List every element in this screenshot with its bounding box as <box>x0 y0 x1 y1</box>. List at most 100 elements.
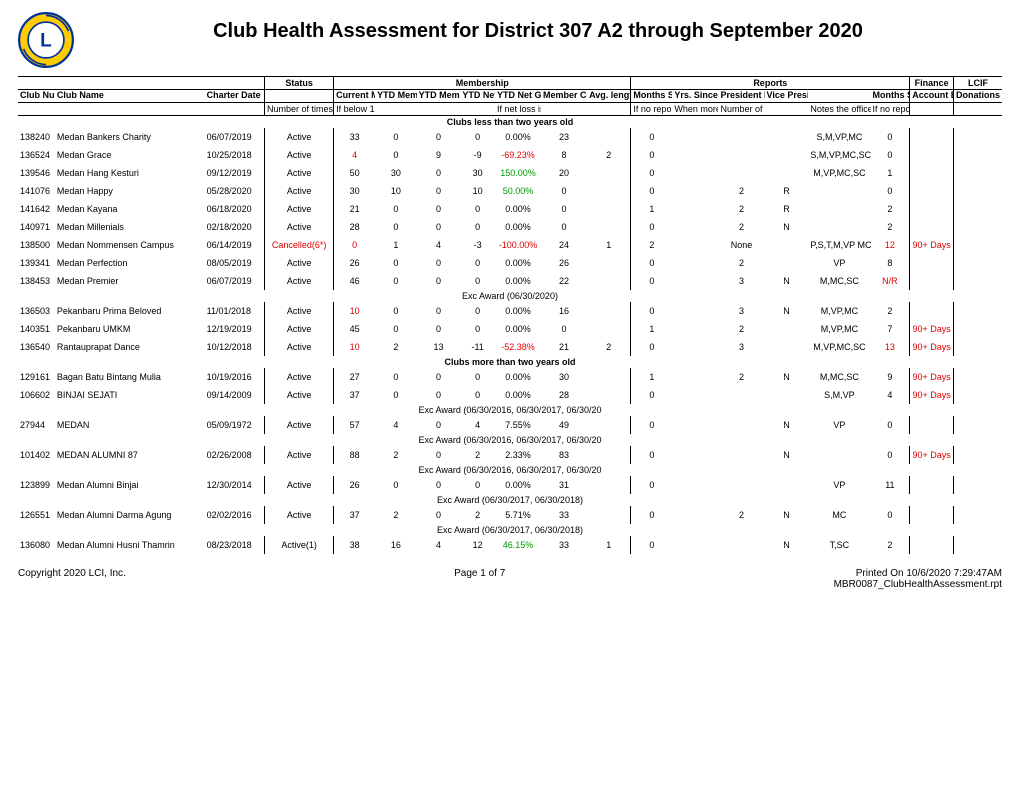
cell: 90+ Days <box>910 320 954 338</box>
cell: S,M,VP <box>808 386 870 404</box>
cell <box>765 338 809 356</box>
cell: 0 <box>871 128 910 146</box>
note-noreport: If no report in 3 months appears in <box>631 102 672 115</box>
cell: 45 <box>334 320 375 338</box>
cell <box>910 218 954 236</box>
cell: Medan Alumni Binjai <box>55 476 205 494</box>
cell: 136540 <box>18 338 55 356</box>
section-title: Clubs less than two years old <box>18 116 1002 129</box>
cell: 0 <box>460 128 495 146</box>
cell: 0 <box>871 146 910 164</box>
cell: 0 <box>631 302 672 320</box>
cell: 0 <box>631 164 672 182</box>
cell: 46 <box>334 272 375 290</box>
cell <box>672 320 718 338</box>
cell: 0.00% <box>495 476 541 494</box>
cell <box>954 416 1003 434</box>
col-header: Current Member Count <box>334 90 375 103</box>
cell: 10/25/2018 <box>205 146 265 164</box>
cell: N <box>765 446 809 464</box>
table-row: 27944MEDAN05/09/1972Active574047.55%490N… <box>18 416 1002 434</box>
cell: Medan Bankers Charity <box>55 128 205 146</box>
cell <box>718 146 764 164</box>
cell: 31 <box>541 476 587 494</box>
cell <box>954 254 1003 272</box>
cell <box>672 236 718 254</box>
cell: -11 <box>460 338 495 356</box>
cell: 9 <box>871 368 910 386</box>
cell <box>808 446 870 464</box>
cell: 12/19/2019 <box>205 320 265 338</box>
cell: N <box>765 302 809 320</box>
cell: Active <box>265 476 334 494</box>
cell: Medan Perfection <box>55 254 205 272</box>
table-row: 136524Medan Grace10/25/2018Active409-9-6… <box>18 146 1002 164</box>
col-header: Charter Date <box>205 90 265 103</box>
cell <box>718 446 764 464</box>
cell: 136524 <box>18 146 55 164</box>
table-row: 136080Medan Alumni Husni Thamrin08/23/20… <box>18 536 1002 554</box>
cell: 2 <box>718 218 764 236</box>
row-note: Exc Award (06/30/2016, 06/30/2017, 06/30… <box>18 434 1002 446</box>
col-header: President Rotation <box>718 90 764 103</box>
cell: 37 <box>334 506 375 524</box>
footer-copyright: Copyright 2020 LCI, Inc. <box>18 568 126 590</box>
cell: 28 <box>334 218 375 236</box>
cell: Medan Alumni Darma Agung <box>55 506 205 524</box>
cell: 0 <box>334 236 375 254</box>
cell <box>718 128 764 146</box>
cell: 0 <box>871 182 910 200</box>
col-header: YTD Members Added <box>375 90 416 103</box>
cell: 7 <box>871 320 910 338</box>
cell: Medan Millenials <box>55 218 205 236</box>
cell: 46.15% <box>495 536 541 554</box>
cell: 26 <box>334 254 375 272</box>
cell: Medan Nommensen Campus <box>55 236 205 254</box>
table-row: 123899Medan Alumni Binjai12/30/2014Activ… <box>18 476 1002 494</box>
cell: 2 <box>718 368 764 386</box>
cell <box>954 536 1003 554</box>
cell: 2 <box>718 506 764 524</box>
group-finance: Finance <box>910 77 954 90</box>
cell <box>808 182 870 200</box>
col-header: YTD Net Growth <box>460 90 495 103</box>
cell: R <box>765 200 809 218</box>
cell: 06/07/2019 <box>205 272 265 290</box>
cell: 11/01/2018 <box>205 302 265 320</box>
cell: 2 <box>375 338 416 356</box>
cell <box>672 254 718 272</box>
cell: 7.55% <box>495 416 541 434</box>
cell: 4 <box>460 416 495 434</box>
cell: 0 <box>541 200 587 218</box>
cell: 90+ Days <box>910 446 954 464</box>
cell <box>672 200 718 218</box>
cell: M,MC,SC <box>808 368 870 386</box>
cell: 09/14/2009 <box>205 386 265 404</box>
cell: -100.00% <box>495 236 541 254</box>
table-row: 141076Medan Happy05/28/2020Active3010010… <box>18 182 1002 200</box>
cell: N <box>765 416 809 434</box>
cell: 138500 <box>18 236 55 254</box>
cell: 2 <box>375 446 416 464</box>
table-row: 136503Pekanbaru Prima Beloved11/01/2018A… <box>18 302 1002 320</box>
cell: 0 <box>871 506 910 524</box>
cell <box>954 236 1003 254</box>
cell: 30 <box>334 182 375 200</box>
cell: 30 <box>541 368 587 386</box>
cell <box>910 536 954 554</box>
cell: Active <box>265 368 334 386</box>
col-header: Club Number <box>18 90 55 103</box>
cell: 141642 <box>18 200 55 218</box>
table-row: 129161Bagan Batu Bintang Mulia10/19/2016… <box>18 368 1002 386</box>
cell: 13 <box>417 338 461 356</box>
footer-filename: MBR0087_ClubHealthAssessment.rpt <box>834 579 1002 590</box>
cell: 28 <box>541 386 587 404</box>
cell <box>765 386 809 404</box>
cell: 136080 <box>18 536 55 554</box>
cell: Active <box>265 416 334 434</box>
cell: 90+ Days <box>910 386 954 404</box>
cell: 0 <box>375 254 416 272</box>
cell: Rantauprapat Dance <box>55 338 205 356</box>
cell: 16 <box>375 536 416 554</box>
cell <box>910 200 954 218</box>
